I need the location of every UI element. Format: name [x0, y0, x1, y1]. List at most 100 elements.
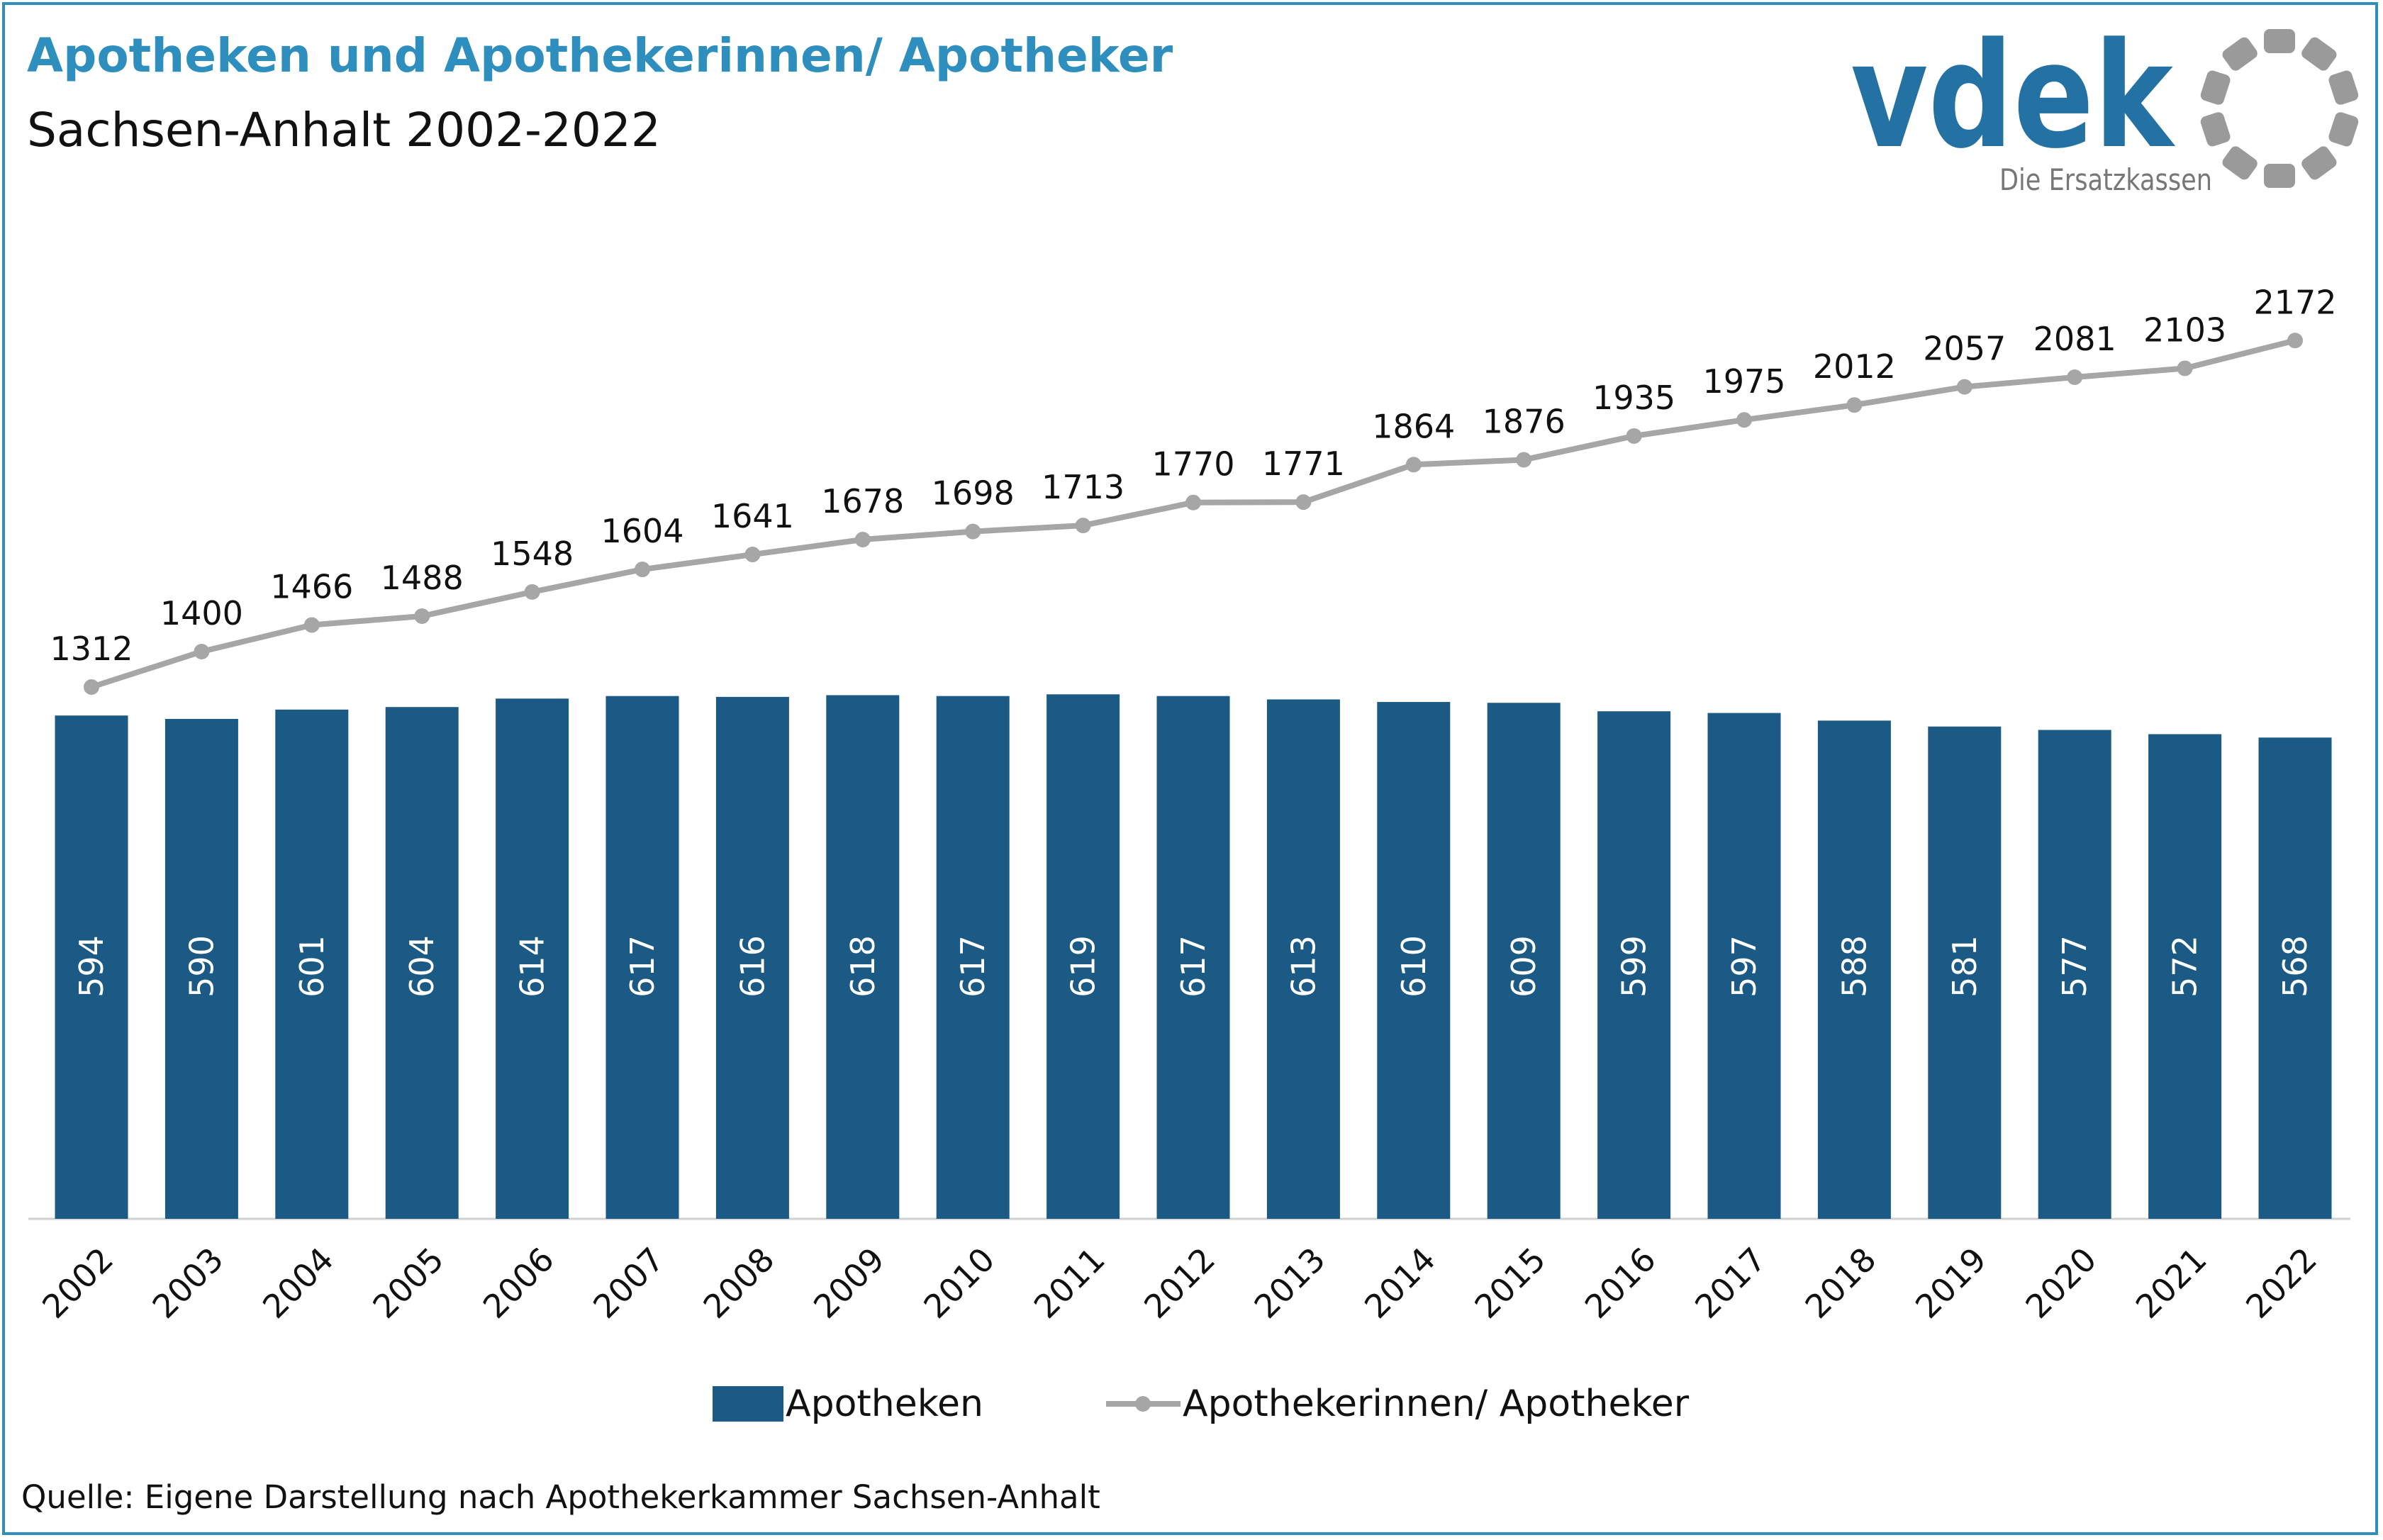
line-label-2020: 2081 [2033, 320, 2116, 358]
bar-2022 [2258, 737, 2332, 1219]
bar-2010 [936, 696, 1010, 1219]
legend-label-apotheker: Apothekerinnen/ Apotheker [1183, 1383, 1690, 1425]
bar-2005 [385, 707, 459, 1219]
bar-label-2017: 597 [1725, 935, 1763, 998]
line-point-2021 [2177, 360, 2193, 376]
x-tick-2006: 2006 [476, 1240, 562, 1326]
logo-ring-segment [2200, 70, 2231, 105]
legend-swatch-apotheker-dot [1135, 1396, 1151, 1412]
bar-2008 [715, 696, 789, 1219]
legend: Apotheken Apothekerinnen/ Apotheker [713, 1383, 1690, 1425]
line-point-2010 [965, 523, 981, 540]
x-tick-2011: 2011 [1027, 1240, 1112, 1326]
bar-label-2010: 617 [954, 935, 992, 998]
line-point-2006 [524, 584, 540, 600]
line-point-2018 [1846, 397, 1863, 413]
x-tick-2010: 2010 [916, 1240, 1002, 1326]
x-tick-2019: 2019 [1908, 1240, 1994, 1326]
x-tick-2017: 2017 [1687, 1240, 1773, 1326]
x-tick-2020: 2020 [2018, 1240, 2104, 1326]
logo-ring-segment [2328, 112, 2359, 147]
bar-2002 [55, 715, 128, 1219]
bar-label-2006: 614 [513, 935, 552, 998]
bar-2020 [2038, 730, 2111, 1219]
bar-label-2015: 609 [1505, 935, 1543, 998]
line-label-2010: 1698 [932, 474, 1015, 513]
x-tick-2013: 2013 [1247, 1240, 1333, 1326]
line-label-2006: 1548 [491, 535, 574, 573]
logo-tagline: Die Ersatzkassen [1999, 162, 2212, 197]
x-tick-2008: 2008 [696, 1240, 782, 1326]
bar-2009 [826, 695, 900, 1219]
bar-label-2011: 619 [1064, 935, 1103, 998]
source-note: Quelle: Eigene Darstellung nach Apotheke… [21, 1478, 1100, 1516]
line-point-2005 [414, 608, 430, 624]
line-point-2017 [1736, 412, 1752, 428]
line-point-2020 [2067, 369, 2083, 385]
logo-ring-segment [2264, 29, 2295, 53]
bar-2018 [1817, 720, 1891, 1219]
line-point-2022 [2287, 333, 2303, 349]
bar-2014 [1377, 702, 1451, 1219]
bar-label-2022: 568 [2276, 935, 2314, 998]
vdek-logo: vdek Die Ersatzkassen [1851, 20, 2359, 197]
bar-2019 [1928, 726, 2002, 1219]
line-label-2012: 1770 [1151, 445, 1234, 484]
line-label-2013: 1771 [1262, 445, 1345, 483]
x-tick-2005: 2005 [365, 1240, 451, 1326]
bar-2007 [605, 696, 679, 1219]
line-label-2009: 1678 [821, 482, 904, 520]
bar-label-2020: 577 [2055, 935, 2094, 998]
line-point-2011 [1075, 518, 1091, 534]
line-label-2017: 1975 [1702, 362, 1785, 401]
line-point-2009 [854, 532, 871, 548]
x-tick-2007: 2007 [586, 1240, 671, 1326]
logo-ring-segment [2301, 146, 2337, 180]
chart-subtitle: Sachsen-Anhalt 2002-2022 [27, 103, 661, 157]
line-point-2007 [635, 562, 650, 578]
line-label-2015: 1876 [1483, 402, 1566, 440]
logo-ring-segment [2264, 164, 2295, 188]
line-point-2008 [744, 547, 761, 563]
line-label-2004: 1466 [270, 567, 353, 606]
legend-swatch-apotheken [713, 1386, 783, 1422]
bar-label-2008: 616 [733, 935, 771, 998]
line-label-2019: 2057 [1923, 330, 2006, 368]
line-label-2011: 1713 [1042, 468, 1124, 506]
bar-label-2016: 599 [1615, 935, 1653, 998]
bar-label-2013: 613 [1284, 935, 1322, 998]
line-label-2021: 2103 [2143, 311, 2226, 349]
x-tick-2014: 2014 [1357, 1240, 1443, 1326]
line-point-2019 [1956, 379, 1972, 395]
logo-ring-segment [2328, 70, 2359, 105]
chart-title: Apotheken und Apothekerinnen/ Apotheker [27, 28, 1173, 83]
bar-2011 [1047, 694, 1120, 1219]
x-tick-2003: 2003 [145, 1240, 231, 1326]
line-point-2002 [84, 679, 99, 695]
bar-label-2018: 588 [1835, 935, 1873, 998]
line-label-2014: 1864 [1372, 407, 1455, 445]
bar-2015 [1487, 703, 1561, 1219]
line-point-2016 [1626, 428, 1642, 444]
line-label-2002: 1312 [50, 630, 133, 668]
bar-2004 [275, 709, 349, 1219]
line-label-2005: 1488 [381, 559, 464, 597]
logo-ring-icon [2200, 29, 2359, 188]
line-point-2013 [1295, 494, 1312, 510]
logo-ring-segment [2301, 37, 2337, 71]
bar-2006 [496, 698, 569, 1219]
line-point-2004 [303, 617, 320, 633]
bar-2013 [1266, 699, 1340, 1219]
line-point-2003 [194, 643, 210, 659]
x-tick-2004: 2004 [255, 1240, 341, 1326]
legend-label-apotheken: Apotheken [786, 1383, 983, 1425]
x-tick-2021: 2021 [2128, 1240, 2214, 1326]
line-label-2016: 1935 [1592, 379, 1675, 417]
bar-label-2021: 572 [2166, 935, 2204, 998]
x-tick-2002: 2002 [35, 1240, 121, 1326]
line-point-2015 [1516, 452, 1532, 468]
bar-2017 [1707, 713, 1781, 1219]
bar-label-2002: 594 [72, 935, 111, 998]
